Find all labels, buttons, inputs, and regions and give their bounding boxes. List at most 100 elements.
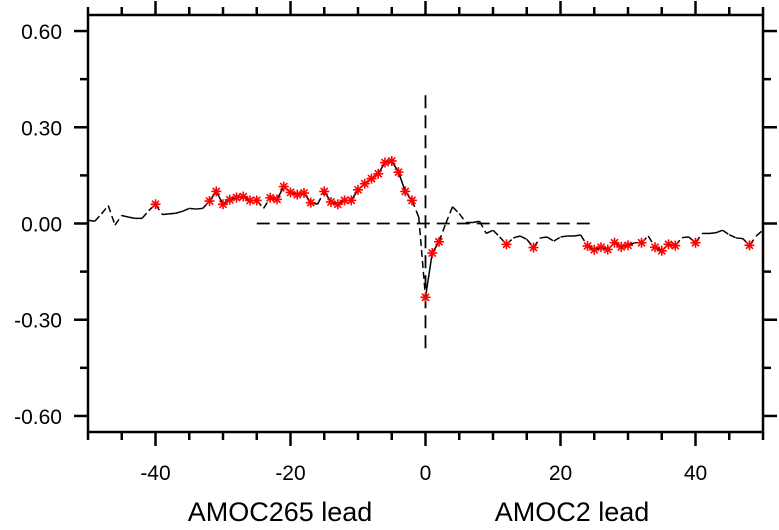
asterisk-marker: [238, 191, 249, 202]
x-tick-label: -40: [140, 462, 170, 485]
series-segment: [735, 237, 743, 240]
series-segment: [100, 205, 109, 215]
series-segment: [458, 213, 467, 223]
y-tick-label: 0.00: [21, 214, 62, 237]
series-segment: [94, 213, 103, 222]
asterisk-marker: [359, 178, 370, 189]
series-segment: [560, 235, 568, 238]
series-segment: [418, 217, 427, 298]
asterisk-marker: [407, 195, 417, 206]
series-segment: [175, 210, 183, 214]
series-segment: [526, 238, 535, 249]
asterisk-marker: [278, 181, 289, 192]
asterisk-stroke: [637, 238, 646, 247]
asterisk-stroke: [347, 196, 356, 205]
series-segment: [397, 171, 406, 192]
tick-labels: -40 -20 0 20 40 0.60 0.30 0.00 -0.30 -0.60: [14, 21, 707, 485]
series-segment: [546, 236, 555, 242]
series-segment: [722, 229, 730, 236]
asterisk-marker: [380, 157, 390, 168]
series-segment: [189, 207, 197, 210]
asterisk-stroke: [374, 169, 383, 178]
asterisk-stroke: [387, 156, 396, 166]
asterisk-marker: [609, 237, 620, 248]
x-axis-label-right: AMOC2 lead: [495, 497, 650, 525]
reference-lines: [256, 95, 595, 352]
asterisk-marker: [305, 197, 316, 208]
asterisk-stroke: [272, 195, 282, 204]
series-segment: [195, 207, 203, 210]
asterisk-marker: [501, 239, 512, 250]
asterisk-stroke: [245, 196, 255, 205]
asterisk-stroke: [623, 241, 633, 250]
asterisk-marker: [602, 244, 613, 255]
x-axis-label-left: AMOC265 lead: [188, 497, 373, 525]
series-segment: [182, 207, 190, 213]
series-segment: [519, 235, 528, 240]
y-tick-label: 0.30: [21, 117, 62, 140]
asterisk-stroke: [232, 193, 241, 202]
x-tick-label: 0: [420, 462, 432, 485]
asterisk-marker: [528, 242, 539, 253]
asterisk-marker: [434, 236, 444, 247]
series-segment: [424, 252, 433, 298]
asterisk-stroke: [212, 187, 221, 196]
asterisk-marker: [251, 195, 262, 206]
asterisk-stroke: [333, 200, 342, 209]
series-segment: [168, 212, 176, 215]
asterisk-marker: [292, 189, 303, 200]
axis-ticks: [74, 1, 777, 446]
y-tick-label: -0.60: [14, 406, 62, 429]
series-segment: [715, 229, 723, 234]
asterisk-marker: [582, 240, 593, 251]
y-tick-label: 0.60: [21, 21, 62, 44]
series-segment: [755, 229, 764, 237]
asterisk-stroke: [664, 240, 673, 249]
asterisk-marker: [386, 155, 397, 166]
series-segment: [472, 220, 480, 224]
asterisk-marker: [346, 195, 357, 206]
series-segment: [262, 197, 271, 209]
asterisk-stroke: [610, 238, 619, 247]
asterisk-marker: [204, 196, 215, 207]
y-tick-label: -0.30: [14, 310, 62, 333]
asterisk-marker: [616, 241, 627, 252]
significance-markers: [150, 155, 755, 303]
asterisk-stroke: [326, 197, 336, 207]
series-segment: [107, 205, 116, 226]
asterisk-stroke: [421, 293, 430, 302]
series-segment: [492, 229, 501, 238]
asterisk-stroke: [360, 179, 369, 188]
series-segment: [411, 200, 420, 218]
asterisk-marker: [366, 173, 377, 184]
series-segment: [128, 216, 136, 220]
asterisk-marker: [272, 194, 282, 205]
asterisk-stroke: [529, 243, 538, 252]
series-segment: [728, 234, 737, 239]
asterisk-stroke: [596, 243, 606, 252]
series-segment: [485, 229, 494, 235]
asterisk-stroke: [745, 241, 754, 250]
asterisk-stroke: [650, 243, 660, 252]
asterisk-marker: [663, 239, 674, 250]
plot-frame: [86, 13, 765, 434]
x-tick-label: 20: [549, 462, 572, 485]
asterisk-marker: [231, 192, 242, 203]
asterisk-stroke: [502, 240, 511, 249]
asterisk-marker: [656, 245, 667, 256]
asterisk-marker: [400, 186, 411, 197]
asterisk-marker: [332, 199, 343, 210]
series-segment: [553, 236, 561, 242]
asterisk-marker: [218, 199, 228, 210]
series-segment: [478, 220, 487, 234]
asterisk-marker: [420, 292, 431, 303]
series-segment: [438, 223, 447, 243]
series-segment: [681, 236, 689, 239]
x-tick-label: -20: [275, 462, 305, 485]
asterisk-marker: [650, 242, 660, 253]
asterisk-stroke: [434, 237, 444, 246]
asterisk-stroke: [320, 187, 329, 196]
asterisk-stroke: [428, 248, 437, 258]
asterisk-stroke: [205, 196, 214, 206]
